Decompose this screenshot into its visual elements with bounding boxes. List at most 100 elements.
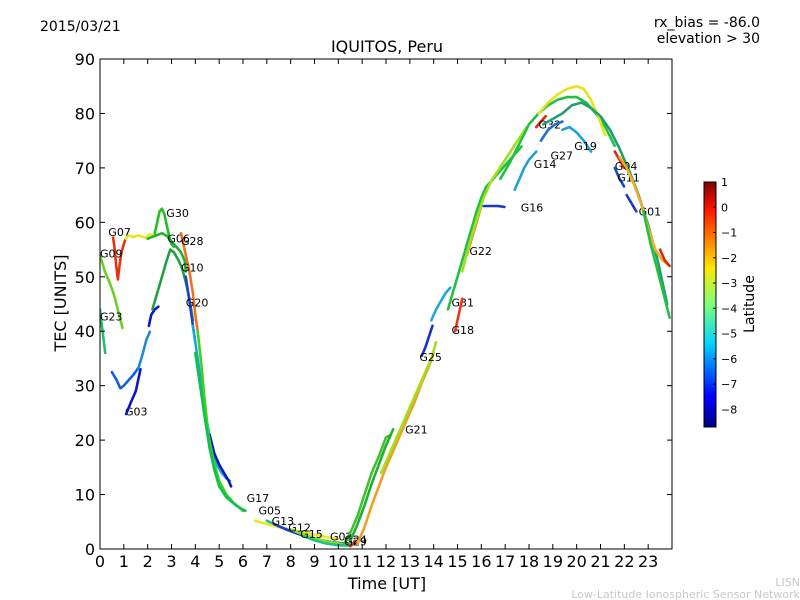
series-G20tail [208,433,233,488]
colorbar-tick-label: −3 [721,277,737,290]
y-tick-label: 70 [75,159,95,178]
y-tick-label: 30 [75,377,95,396]
prn-label-G17: G17 [247,492,270,505]
y-tick-label: 40 [75,322,95,341]
x-tick-label: 9 [309,552,319,571]
prn-label-G13: G13 [272,515,295,528]
x-tick-label: 13 [400,552,420,571]
x-tick-label: 21 [590,552,610,571]
series-G30tail [194,351,247,513]
series-G32b [499,95,617,181]
series-G09 [100,253,124,330]
series-G12 [289,528,350,546]
prn-label-G30: G30 [166,207,189,220]
prn-label-G16: G16 [521,201,544,214]
prn-label-G21: G21 [405,424,428,437]
series-G01 [625,193,638,213]
y-tick-label: 90 [75,50,95,69]
x-tick-label: 1 [119,552,129,571]
series-G16 [482,204,507,209]
x-tick-label: 11 [352,552,372,571]
x-axis-label: Time [UT] [347,574,426,593]
colorbar-tick-label: −7 [721,378,737,391]
series-G02 [348,539,357,548]
x-tick-label: 22 [614,552,634,571]
plot-area: G07G09G23G03G30G06G28G10G20G17G05G13G12G… [100,84,671,549]
series-G31 [429,286,452,322]
prn-label-G15: G15 [300,528,323,541]
series-G03c [136,329,152,371]
series-layer: G07G09G23G03G30G06G28G10G20G17G05G13G12G… [100,84,671,549]
prn-label-G32: G32 [539,119,562,132]
prn-label-G07: G07 [108,226,131,239]
prn-label-G11: G11 [617,172,640,185]
colorbar-tick-label: −8 [721,403,737,416]
series-G19 [561,125,593,153]
chart-title: IQUITOS, Peru [331,37,443,56]
x-tick-label: 2 [143,552,153,571]
series-G15 [301,534,352,548]
series-G23 [100,308,107,355]
series-G06 [146,231,188,273]
x-tick-label: 23 [638,552,658,571]
elevation-label: elevation > 30 [657,31,760,47]
series-G21b [379,340,438,475]
series-G03d [147,305,160,328]
series-G07 [111,236,127,281]
prn-label-G10: G10 [181,261,204,274]
chart-date: 2015/03/21 [40,19,121,35]
prn-label-G03: G03 [125,406,148,419]
series-G14 [513,150,538,191]
series-G32 [534,114,548,129]
x-tick-label: 15 [447,552,467,571]
x-tick-label: 6 [238,552,248,571]
prn-label-G20: G20 [186,297,209,310]
prn-label-G28: G28 [181,235,204,248]
colorbar-gradient [703,181,717,428]
y-tick-label: 50 [75,268,95,287]
rx-bias-label: rx_bias = -86.0 [654,15,760,31]
prn-label-G31: G31 [452,297,475,310]
colorbar-label: Latitude [742,275,758,333]
colorbar: 1 0 −1 −2 −3 −4 −5 −6 −7 −8 [703,176,737,428]
prn-label-G23: G23 [100,310,123,323]
colorbar-tick-label: −5 [721,328,737,341]
colorbar-tick-label: −1 [721,227,737,240]
colorbar-tick-label: −6 [721,353,737,366]
colorbar-tick-label: −2 [721,252,737,265]
x-tick-label: 17 [495,552,515,571]
prn-label-G05: G05 [259,505,282,518]
prn-label-G12: G12 [288,522,311,535]
x-tick-label: 8 [286,552,296,571]
colorbar-tick-label: −4 [721,302,737,315]
prn-label-G09: G09 [100,248,123,261]
y-tick-label: 60 [75,213,95,232]
prn-label-G19: G19 [574,140,597,153]
colorbar-tick-label: 0 [721,201,728,214]
x-tick-label: 10 [328,552,348,571]
x-tick-label: 4 [190,552,200,571]
prn-label-G27: G27 [551,150,574,163]
x-tick-label: 20 [566,552,586,571]
series-G07b [124,233,157,240]
series-G03 [110,366,140,390]
series-G29 [348,427,395,543]
series-G03b [124,367,142,416]
x-tick-label: 16 [471,552,491,571]
x-tick-label: 7 [262,552,272,571]
x-tick-label: 14 [423,552,443,571]
series-G22c [460,125,528,273]
series-G25 [420,324,434,358]
prn-label-G22: G22 [469,245,492,258]
x-tick-label: 12 [376,552,396,571]
footer-network: Low-Latitude Ionospheric Sensor Network [571,588,800,600]
series-G27 [539,120,564,142]
footer-lisn: LISN [775,576,800,589]
prn-label-G29: G29 [344,536,367,549]
axes-layer: 0 1 2 3 4 5 6 7 8 9 10 11 12 13 14 15 16 17 18 19 20 21 22 2301… [75,50,673,571]
series-G01c [658,248,671,268]
series-G22b [446,144,524,311]
prn-label-G25: G25 [419,351,442,364]
series-G28 [179,231,199,333]
